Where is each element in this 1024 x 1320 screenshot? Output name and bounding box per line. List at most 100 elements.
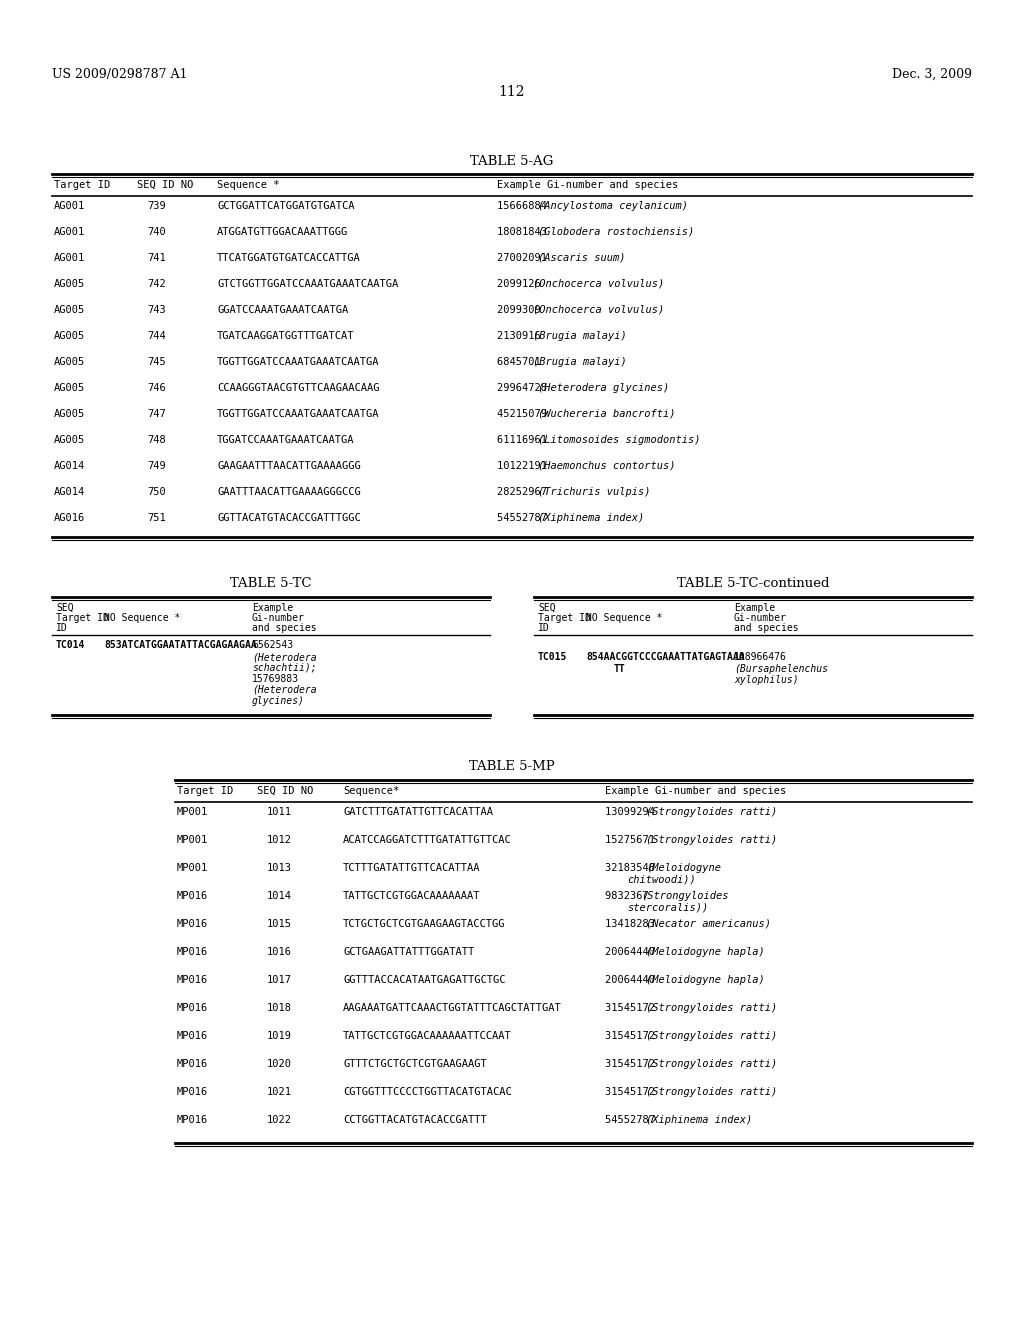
Text: NO Sequence *: NO Sequence * (104, 612, 180, 623)
Text: (Strongyloides: (Strongyloides (641, 891, 729, 902)
Text: Example: Example (252, 603, 293, 612)
Text: 1015: 1015 (267, 919, 292, 929)
Text: TGGTTGGATCCAAATGAAATCAATGA: TGGTTGGATCCAAATGAAATCAATGA (217, 356, 380, 367)
Text: 750: 750 (147, 487, 166, 498)
Text: 1013: 1013 (267, 863, 292, 873)
Text: 31545172: 31545172 (605, 1059, 662, 1069)
Text: 6562543: 6562543 (252, 640, 293, 649)
Text: Gi-number: Gi-number (252, 612, 305, 623)
Text: (Xiphinema index): (Xiphinema index) (646, 1115, 752, 1125)
Text: MP016: MP016 (177, 1059, 208, 1069)
Text: Target ID: Target ID (56, 612, 109, 623)
Text: AAGAAATGATTCAAACTGGTATTTCAGCTATTGAT: AAGAAATGATTCAAACTGGTATTTCAGCTATTGAT (343, 1003, 562, 1012)
Text: 743: 743 (147, 305, 166, 315)
Text: 1011: 1011 (267, 807, 292, 817)
Text: (Meloidogyne: (Meloidogyne (646, 863, 721, 873)
Text: TATTGCTCGTGGACAAAAAAAT: TATTGCTCGTGGACAAAAAAAT (343, 891, 480, 902)
Text: 1020: 1020 (267, 1059, 292, 1069)
Text: MP016: MP016 (177, 919, 208, 929)
Text: SEQ: SEQ (56, 603, 74, 612)
Text: CGTGGTTTCCCCTGGTTACATGTACAC: CGTGGTTTCCCCTGGTTACATGTACAC (343, 1086, 512, 1097)
Text: (Brugia malayi): (Brugia malayi) (534, 331, 627, 341)
Text: TT: TT (614, 664, 626, 675)
Text: TC014: TC014 (56, 640, 85, 649)
Text: 853ATCATGGAATATTACGAGAAGAA: 853ATCATGGAATATTACGAGAAGAA (104, 640, 257, 649)
Text: 32183548: 32183548 (605, 863, 662, 873)
Text: TGGTTGGATCCAAATGAAATCAATGA: TGGTTGGATCCAAATGAAATCAATGA (217, 409, 380, 418)
Text: ID: ID (56, 623, 68, 634)
Text: 6845701: 6845701 (497, 356, 547, 367)
Text: 748: 748 (147, 436, 166, 445)
Text: MP016: MP016 (177, 1086, 208, 1097)
Text: GAAGAATTTAACATTGAAAAGGG: GAAGAATTTAACATTGAAAAGGG (217, 461, 360, 471)
Text: (Wuchereria bancrofti): (Wuchereria bancrofti) (538, 409, 675, 418)
Text: schachtii);: schachtii); (252, 663, 316, 673)
Text: 1016: 1016 (267, 946, 292, 957)
Text: TABLE 5-AG: TABLE 5-AG (470, 154, 554, 168)
Text: GCTGGATTCATGGATGTGATCA: GCTGGATTCATGGATGTGATCA (217, 201, 354, 211)
Text: (Meloidogyne hapla): (Meloidogyne hapla) (646, 975, 765, 985)
Text: SEQ ID NO: SEQ ID NO (257, 785, 313, 796)
Text: AG001: AG001 (54, 227, 85, 238)
Text: GTTTCTGCTGCTCGTGAAGAAGT: GTTTCTGCTGCTCGTGAAGAAGT (343, 1059, 486, 1069)
Text: 739: 739 (147, 201, 166, 211)
Text: (Strongyloides ratti): (Strongyloides ratti) (646, 807, 777, 817)
Text: 1012: 1012 (267, 836, 292, 845)
Text: 1019: 1019 (267, 1031, 292, 1041)
Text: ID: ID (538, 623, 550, 634)
Text: 15275671: 15275671 (605, 836, 662, 845)
Text: SEQ: SEQ (538, 603, 556, 612)
Text: 15769883: 15769883 (252, 675, 299, 684)
Text: 28252967: 28252967 (497, 487, 553, 498)
Text: MP016: MP016 (177, 891, 208, 902)
Text: (Bursaphelenchus: (Bursaphelenchus (734, 664, 828, 675)
Text: TABLE 5-MP: TABLE 5-MP (469, 760, 555, 774)
Text: GTCTGGTTGGATCCAAATGAAATCAATGA: GTCTGGTTGGATCCAAATGAAATCAATGA (217, 279, 398, 289)
Text: 744: 744 (147, 331, 166, 341)
Text: 10122191: 10122191 (497, 461, 553, 471)
Text: Target ID: Target ID (177, 785, 233, 796)
Text: 54552787: 54552787 (497, 513, 553, 523)
Text: TCTTTGATATTGTTCACATTAA: TCTTTGATATTGTTCACATTAA (343, 863, 480, 873)
Text: MP001: MP001 (177, 836, 208, 845)
Text: 742: 742 (147, 279, 166, 289)
Text: Gi-number: Gi-number (734, 612, 786, 623)
Text: (Onchocerca volvulus): (Onchocerca volvulus) (534, 279, 665, 289)
Text: GGTTTACCACATAATGAGATTGCTGC: GGTTTACCACATAATGAGATTGCTGC (343, 975, 506, 985)
Text: and species: and species (252, 623, 316, 634)
Text: 29964728: 29964728 (497, 383, 553, 393)
Text: (Heterodera glycines): (Heterodera glycines) (538, 383, 669, 393)
Text: SEQ ID NO: SEQ ID NO (137, 180, 194, 190)
Text: 13418283: 13418283 (605, 919, 662, 929)
Text: 108966476: 108966476 (734, 652, 786, 663)
Text: CCAAGGGTAACGTGTTCAAGAACAAG: CCAAGGGTAACGTGTTCAAGAACAAG (217, 383, 380, 393)
Text: 2130916: 2130916 (497, 331, 547, 341)
Text: ACATCCAGGATCTTTGATATTGTTCAC: ACATCCAGGATCTTTGATATTGTTCAC (343, 836, 512, 845)
Text: TTCATGGATGTGATCACCATTGA: TTCATGGATGTGATCACCATTGA (217, 253, 360, 263)
Text: (Necator americanus): (Necator americanus) (646, 919, 771, 929)
Text: TC015: TC015 (538, 652, 567, 663)
Text: 1014: 1014 (267, 891, 292, 902)
Text: ATGGATGTTGGACAAATTGGG: ATGGATGTTGGACAAATTGGG (217, 227, 348, 238)
Text: stercoralis)): stercoralis)) (628, 903, 709, 913)
Text: 9832367: 9832367 (605, 891, 655, 902)
Text: MP001: MP001 (177, 807, 208, 817)
Text: 18081843: 18081843 (497, 227, 553, 238)
Text: 740: 740 (147, 227, 166, 238)
Text: TABLE 5-TC-continued: TABLE 5-TC-continued (677, 577, 829, 590)
Text: GATCTTTGATATTGTTCACATTAA: GATCTTTGATATTGTTCACATTAA (343, 807, 493, 817)
Text: MP016: MP016 (177, 946, 208, 957)
Text: Sequence *: Sequence * (217, 180, 280, 190)
Text: TGGATCCAAATGAAATCAATGA: TGGATCCAAATGAAATCAATGA (217, 436, 354, 445)
Text: (Ascaris suum): (Ascaris suum) (538, 253, 626, 263)
Text: GCTGAAGATTATTTGGATATT: GCTGAAGATTATTTGGATATT (343, 946, 474, 957)
Text: 747: 747 (147, 409, 166, 418)
Text: (Strongyloides ratti): (Strongyloides ratti) (646, 1059, 777, 1069)
Text: (Strongyloides ratti): (Strongyloides ratti) (646, 1086, 777, 1097)
Text: 112: 112 (499, 84, 525, 99)
Text: AG005: AG005 (54, 356, 85, 367)
Text: 1022: 1022 (267, 1115, 292, 1125)
Text: 746: 746 (147, 383, 166, 393)
Text: 1017: 1017 (267, 975, 292, 985)
Text: (Litomosoides sigmodontis): (Litomosoides sigmodontis) (538, 436, 700, 445)
